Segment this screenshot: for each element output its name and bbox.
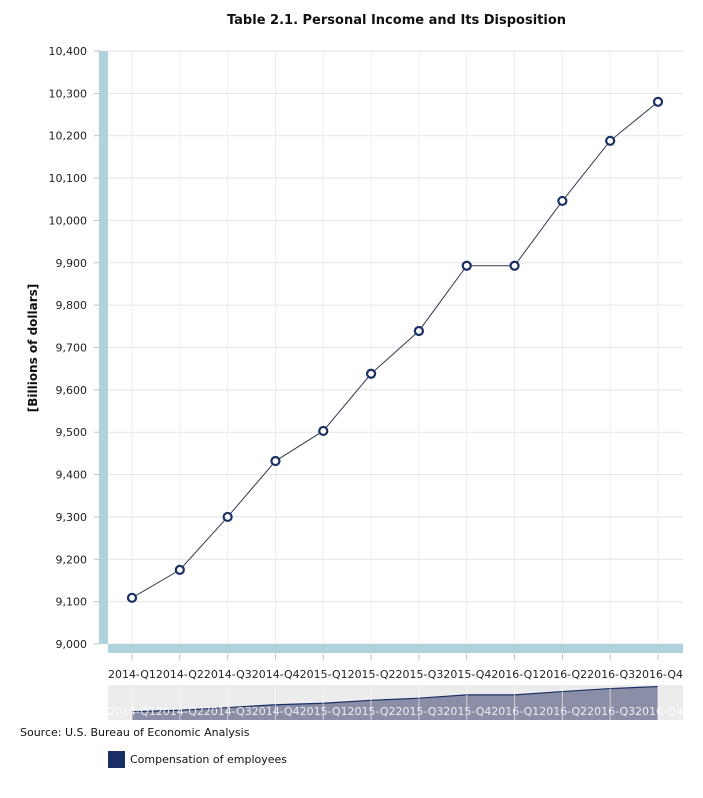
- series-compensation: [126, 96, 664, 603]
- y-tick-label: 9,200: [56, 553, 88, 566]
- data-point: [509, 260, 520, 271]
- y-tick-label: 10,400: [49, 45, 88, 58]
- data-point: [557, 195, 568, 207]
- data-point: [222, 511, 233, 523]
- legend-swatch: [108, 751, 125, 768]
- data-point: [605, 135, 616, 146]
- y-tick-label: 10,000: [49, 214, 88, 227]
- y-tick-label: 10,100: [49, 172, 88, 185]
- y-tick-label: 9,300: [56, 511, 88, 524]
- legend[interactable]: Compensation of employees: [108, 751, 287, 768]
- y-axis-label: [Billions of dollars]: [26, 284, 40, 413]
- data-point: [126, 592, 138, 603]
- data-point: [270, 455, 281, 467]
- source-note: Source: U.S. Bureau of Economic Analysis: [20, 726, 250, 739]
- x-tick-labels: 2014-Q12014-Q22014-Q32014-Q42015-Q12015-…: [108, 668, 683, 681]
- data-point: [413, 325, 425, 337]
- y-tick-label: 9,400: [56, 469, 88, 482]
- x-axis-ticks: 2014-Q12014-Q22014-Q32014-Q42015-Q12015-…: [108, 654, 683, 681]
- x-axis-wall: [108, 644, 683, 653]
- navigator[interactable]: 2014-Q12014-Q22014-Q32014-Q42015-Q12015-…: [108, 685, 683, 720]
- y-tick-label: 9,600: [56, 384, 88, 397]
- y-tick-label: 10,300: [49, 87, 88, 100]
- y-tick-label: 9,100: [56, 596, 88, 609]
- y-axis-ticks: 9,000 9,100 9,200 9,300 9,400 9,500 9,600 9,700…: [49, 45, 100, 651]
- grid: [108, 50, 683, 645]
- y-tick-label: 9,900: [56, 257, 88, 270]
- legend-label[interactable]: Compensation of employees: [130, 753, 288, 766]
- data-point: [365, 368, 377, 379]
- y-axis-wall: [99, 51, 108, 644]
- data-point: [652, 96, 664, 107]
- y-tick-label: 9,700: [56, 342, 88, 355]
- axes: [99, 51, 683, 653]
- chart-title: Table 2.1. Personal Income and Its Dispo…: [226, 13, 567, 28]
- y-tick-label: 10,200: [49, 130, 88, 143]
- y-tick-label: 9,800: [56, 299, 88, 312]
- data-point: [461, 260, 472, 271]
- navigator-line: [131, 685, 659, 713]
- y-tick-label: 9,500: [56, 426, 88, 439]
- data-point: [174, 564, 185, 575]
- series-line: [131, 101, 659, 599]
- navigator-labels: 2014-Q12014-Q22014-Q32014-Q42015-Q12015-…: [108, 705, 683, 718]
- y-tick-label: 9,000: [56, 638, 88, 651]
- data-point: [318, 425, 329, 437]
- navigator-area: [132, 686, 658, 720]
